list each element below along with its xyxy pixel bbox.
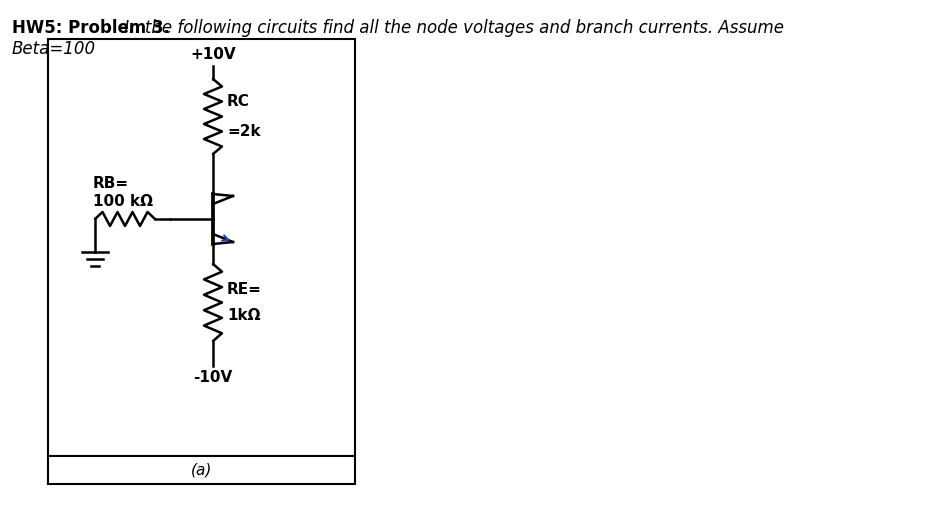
Text: RE=: RE= — [227, 282, 262, 297]
Text: In the following circuits find all the node voltages and branch currents. Assume: In the following circuits find all the n… — [119, 19, 784, 37]
Bar — [48, 39, 355, 456]
Text: 1kΩ: 1kΩ — [227, 307, 260, 323]
Text: 100 kΩ: 100 kΩ — [93, 194, 153, 209]
Text: +10V: +10V — [190, 47, 236, 62]
Text: (a): (a) — [191, 462, 212, 478]
Text: -10V: -10V — [193, 370, 233, 385]
Text: RC: RC — [227, 94, 250, 108]
Text: RB=: RB= — [93, 176, 129, 191]
Text: Beta=100: Beta=100 — [12, 40, 96, 58]
Text: =2k: =2k — [227, 124, 261, 140]
Text: HW5: Problem 3.: HW5: Problem 3. — [12, 19, 170, 37]
Bar — [48, 456, 355, 484]
